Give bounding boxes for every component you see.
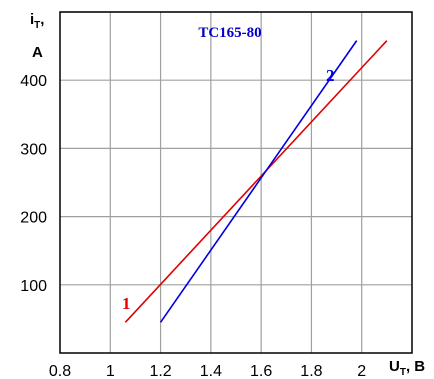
x-axis-label-sub: T (400, 367, 406, 378)
x-tick-labels: 0.8 1 1.2 1.4 1.6 1.8 2 (49, 363, 366, 379)
y-axis-label: iT, (30, 11, 44, 31)
y-tick-label: 100 (20, 278, 47, 295)
chart-title: TC165-80 (198, 25, 261, 41)
x-axis-label-suffix: , B (406, 358, 425, 375)
series-lines (124, 40, 388, 323)
x-tick-label: 1 (106, 363, 115, 379)
plot-frame (59, 11, 413, 354)
y-tick-label: 400 (20, 73, 47, 90)
y-tick-label: 300 (20, 141, 47, 158)
x-tick-label: 1.4 (200, 363, 222, 379)
y-tick-labels: 100 200 300 400 (20, 73, 47, 295)
series-line-2 (159, 40, 358, 323)
y-axis-label-suffix: , (40, 11, 44, 28)
grid (60, 11, 412, 353)
x-tick-label: 0.8 (49, 363, 71, 379)
series-label-1: 1 (122, 294, 131, 313)
x-axis-label-main: U (389, 358, 400, 375)
y-axis-unit: A (32, 44, 43, 61)
x-axis-label: UT, B (389, 358, 425, 378)
series-label-2: 2 (326, 66, 335, 85)
y-tick-label: 200 (20, 210, 47, 227)
x-tick-label: 1.8 (300, 363, 322, 379)
x-tick-label: 2 (357, 363, 366, 379)
y-axis-label-main: i (30, 11, 34, 28)
x-tick-label: 1.6 (250, 363, 272, 379)
series-line-1 (124, 40, 388, 323)
y-axis-label-sub: T (34, 20, 40, 31)
series-labels: 12 (122, 66, 335, 313)
x-tick-label: 1.2 (149, 363, 171, 379)
